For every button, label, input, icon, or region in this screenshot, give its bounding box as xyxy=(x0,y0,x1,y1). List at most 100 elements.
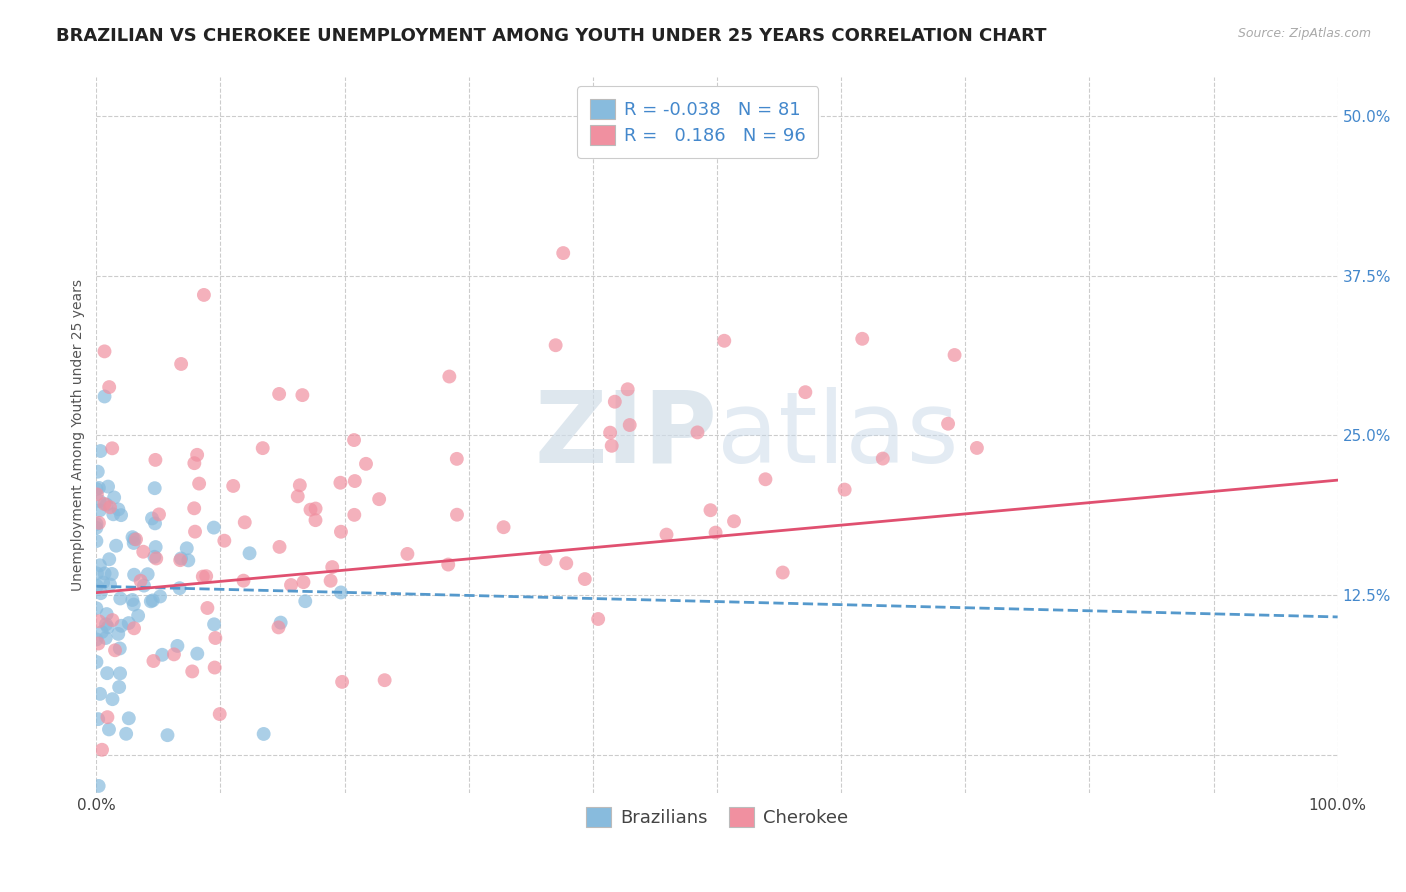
Point xyxy=(86,516,108,531)
Point xyxy=(93,389,115,403)
Point xyxy=(108,666,131,681)
Point xyxy=(181,665,204,679)
Point xyxy=(603,394,626,409)
Point xyxy=(343,433,366,447)
Point xyxy=(288,478,311,492)
Point xyxy=(330,674,353,689)
Point xyxy=(319,574,342,588)
Text: BRAZILIAN VS CHEROKEE UNEMPLOYMENT AMONG YOUTH UNDER 25 YEARS CORRELATION CHART: BRAZILIAN VS CHEROKEE UNEMPLOYMENT AMONG… xyxy=(56,27,1046,45)
Point xyxy=(96,607,118,621)
Point xyxy=(142,654,165,668)
Point xyxy=(86,632,108,647)
Point xyxy=(553,246,575,260)
Point xyxy=(214,533,236,548)
Point xyxy=(103,491,125,505)
Point xyxy=(616,382,638,396)
Point xyxy=(148,508,170,522)
Point xyxy=(396,547,419,561)
Point xyxy=(343,508,366,522)
Point xyxy=(101,692,124,706)
Point xyxy=(93,344,115,359)
Point xyxy=(446,508,468,522)
Point xyxy=(191,569,214,583)
Point xyxy=(184,524,207,539)
Point xyxy=(108,641,131,656)
Point xyxy=(86,655,108,669)
Point xyxy=(754,472,776,486)
Y-axis label: Unemployment Among Youth under 25 years: Unemployment Among Youth under 25 years xyxy=(72,279,86,591)
Point xyxy=(232,574,254,588)
Point xyxy=(90,586,112,600)
Point xyxy=(87,712,110,726)
Point xyxy=(170,551,193,566)
Point xyxy=(186,448,208,462)
Point xyxy=(195,569,218,583)
Point xyxy=(89,494,111,508)
Point xyxy=(121,593,143,607)
Point xyxy=(98,723,121,737)
Point xyxy=(183,501,205,516)
Point xyxy=(437,558,460,572)
Point xyxy=(193,288,215,302)
Point xyxy=(122,598,145,612)
Point xyxy=(108,680,131,694)
Point xyxy=(169,553,191,567)
Point xyxy=(129,574,152,588)
Point xyxy=(170,357,193,371)
Point xyxy=(103,508,125,522)
Point xyxy=(233,516,256,530)
Point xyxy=(600,439,623,453)
Point xyxy=(292,575,315,590)
Point xyxy=(125,533,148,547)
Point xyxy=(124,532,146,546)
Point xyxy=(101,442,124,456)
Text: ZIP: ZIP xyxy=(534,387,717,483)
Point xyxy=(183,456,205,470)
Point xyxy=(98,500,121,515)
Point xyxy=(294,594,316,608)
Point xyxy=(86,601,108,615)
Point xyxy=(222,479,245,493)
Point xyxy=(599,425,621,440)
Point xyxy=(936,417,959,431)
Point xyxy=(139,594,162,608)
Point xyxy=(321,560,343,574)
Point xyxy=(89,687,111,701)
Point xyxy=(86,487,108,501)
Point xyxy=(143,481,166,495)
Point xyxy=(329,524,352,539)
Point xyxy=(555,556,578,570)
Point xyxy=(704,525,727,540)
Point xyxy=(122,621,145,635)
Point xyxy=(132,545,155,559)
Point xyxy=(446,451,468,466)
Point xyxy=(586,612,609,626)
Legend: Brazilians, Cherokee: Brazilians, Cherokee xyxy=(578,800,856,834)
Point xyxy=(132,579,155,593)
Point xyxy=(89,503,111,517)
Point xyxy=(699,503,721,517)
Point xyxy=(97,480,120,494)
Point xyxy=(127,608,149,623)
Point xyxy=(91,575,114,590)
Point xyxy=(110,508,132,523)
Point xyxy=(143,549,166,564)
Text: atlas: atlas xyxy=(717,387,959,483)
Point xyxy=(304,513,326,527)
Point xyxy=(86,482,108,496)
Point xyxy=(299,502,322,516)
Point xyxy=(329,475,352,490)
Point xyxy=(86,534,108,549)
Point xyxy=(943,348,966,362)
Point xyxy=(87,779,110,793)
Point xyxy=(87,614,110,628)
Point xyxy=(772,566,794,580)
Point xyxy=(343,474,366,488)
Point xyxy=(145,551,167,566)
Point xyxy=(374,673,396,688)
Point xyxy=(713,334,735,348)
Point xyxy=(98,552,121,566)
Point xyxy=(86,521,108,535)
Point xyxy=(202,617,225,632)
Point xyxy=(122,567,145,582)
